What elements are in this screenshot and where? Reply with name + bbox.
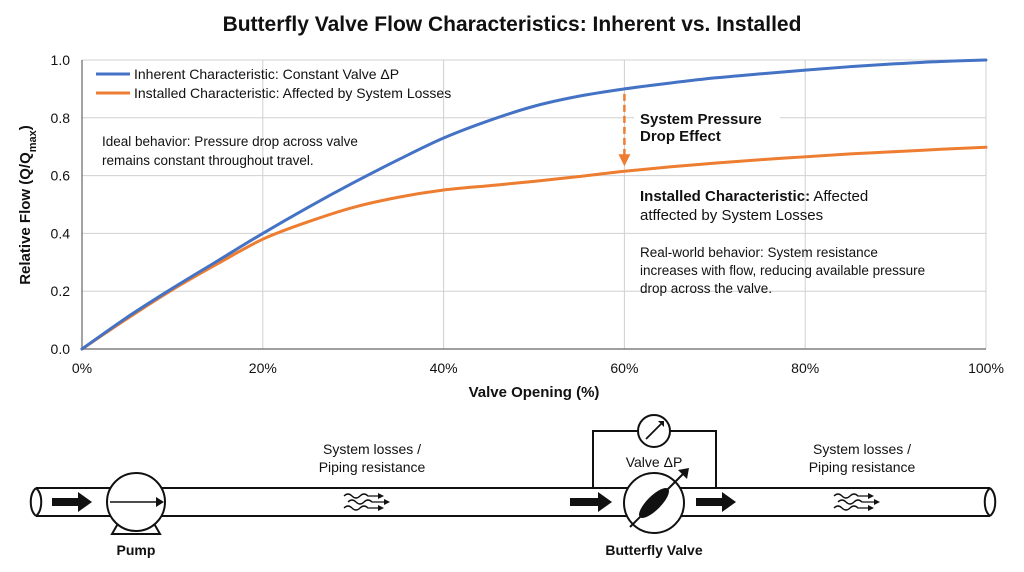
y-tick-label: 0.8	[51, 110, 71, 126]
x-tick-label: 0%	[72, 360, 92, 376]
installed-note-line-2: atffected by System Losses	[640, 207, 823, 224]
x-tick-labels: 0% 20% 40% 60% 80% 100%	[72, 360, 1004, 376]
realworld-note-line-3: drop across the valve.	[640, 281, 772, 296]
y-tick-labels: 0.0 0.2 0.4 0.6 0.8 1.0	[51, 52, 71, 357]
legend: Inherent Characteristic: Constant Valve …	[96, 66, 451, 101]
pressure-drop-arrowhead	[618, 154, 631, 167]
pump-icon	[106, 472, 166, 535]
pump-label: Pump	[117, 542, 156, 558]
plot-area: 0.0 0.2 0.4 0.6 0.8 1.0 0% 20% 40% 60% 80% 100%	[51, 52, 1004, 376]
turbulence-icon	[833, 493, 880, 511]
turbulence-icon	[343, 493, 390, 511]
realworld-note-line-1: Real-world behavior: System resistance	[640, 245, 878, 260]
butterfly-valve-icon	[623, 468, 689, 534]
ideal-behavior-note: Ideal behavior: Pressure drop across val…	[102, 134, 358, 168]
losses-right-line-1: System losses /	[813, 441, 911, 457]
pressure-drop-label-line-2: Drop Effect	[640, 128, 721, 145]
legend-label-installed: Installed Characteristic: Affected by Sy…	[134, 85, 451, 101]
valve-dp-label: Valve ΔP	[626, 454, 683, 470]
series-line-installed	[80, 145, 988, 351]
butterfly-valve-label: Butterfly Valve	[605, 542, 702, 558]
realworld-note-line-2: increases with flow, reducing available …	[640, 263, 925, 278]
flow-arrow-icon	[52, 492, 92, 512]
ideal-note-line-1: Ideal behavior: Pressure drop across val…	[102, 134, 358, 149]
pressure-drop-annotation: System Pressure Drop Effect	[618, 93, 780, 167]
y-tick-label: 1.0	[51, 52, 71, 68]
y-tick-label: 0.0	[51, 341, 71, 357]
pressure-gauge-loop	[592, 414, 717, 488]
ideal-note-line-2: remains constant throughout travel.	[102, 153, 314, 168]
x-tick-label: 20%	[249, 360, 277, 376]
y-tick-label: 0.2	[51, 283, 71, 299]
x-tick-label: 80%	[791, 360, 819, 376]
x-tick-label: 60%	[610, 360, 638, 376]
losses-left-line-2: Piping resistance	[319, 459, 426, 475]
series-lines	[80, 58, 988, 351]
legend-label-inherent: Inherent Characteristic: Constant Valve …	[134, 66, 399, 82]
y-axis-label: Relative Flow (Q/Qmax)	[17, 125, 39, 285]
pressure-drop-label-bg	[634, 108, 780, 148]
x-tick-label: 100%	[968, 360, 1004, 376]
x-axis-label: Valve Opening (%)	[469, 384, 600, 401]
pipe	[29, 487, 997, 517]
y-tick-label: 0.4	[51, 225, 71, 241]
installed-note-title: Installed Characteristic: Affected	[640, 188, 868, 205]
grid	[81, 59, 987, 350]
y-tick-label: 0.6	[51, 168, 71, 184]
losses-right-line-2: Piping resistance	[809, 459, 916, 475]
piping-diagram: Pump System losses / Piping resistance S…	[29, 414, 997, 558]
x-tick-label: 40%	[430, 360, 458, 376]
chart-title: Butterfly Valve Flow Characteristics: In…	[223, 13, 802, 36]
flow-arrow-icon	[696, 492, 736, 512]
flow-arrow-icon	[570, 492, 612, 512]
losses-left-line-1: System losses /	[323, 441, 421, 457]
installed-note: Installed Characteristic: Affected atffe…	[640, 188, 925, 296]
series-line-inherent	[80, 58, 988, 351]
pressure-drop-label-line-1: System Pressure	[640, 111, 762, 128]
